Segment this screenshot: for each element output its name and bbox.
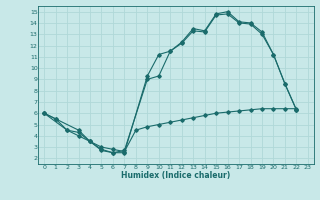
X-axis label: Humidex (Indice chaleur): Humidex (Indice chaleur) [121, 171, 231, 180]
